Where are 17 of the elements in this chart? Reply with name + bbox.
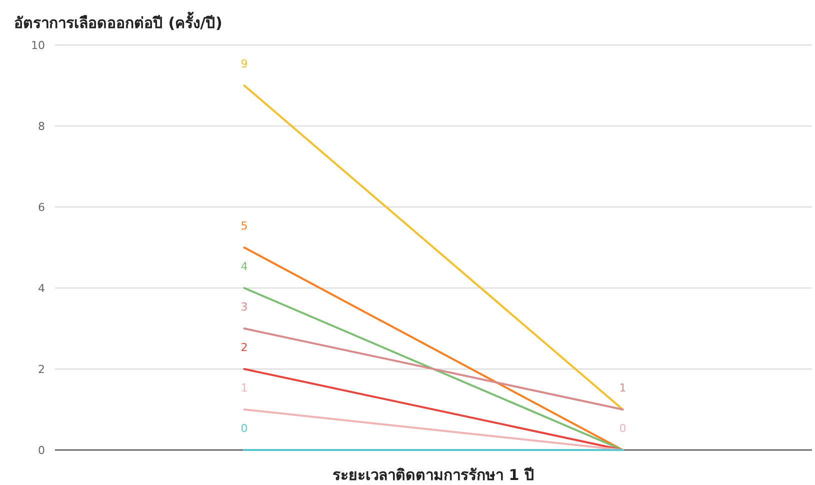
y-tick-label: 0 bbox=[38, 444, 45, 457]
y-tick-label: 4 bbox=[38, 282, 45, 295]
chart-title: อัตราการเลือดออกต่อปี (ครั้ง/ปี) bbox=[14, 11, 222, 32]
y-tick-label: 10 bbox=[31, 39, 45, 52]
y-tick-label: 8 bbox=[38, 120, 45, 133]
y-tick-label: 6 bbox=[38, 201, 45, 214]
data-label: 3 bbox=[240, 300, 248, 314]
data-label: 1 bbox=[619, 382, 626, 394]
data-label: 5 bbox=[240, 220, 248, 232]
data-label: 1 bbox=[240, 382, 248, 394]
data-label: 0 bbox=[619, 422, 626, 435]
data-label: 2 bbox=[240, 341, 248, 354]
x-axis-title: ระยะเวลาติดตามการรักษา 1 ปี bbox=[332, 466, 534, 484]
y-tick-label: 2 bbox=[38, 363, 45, 376]
data-label: 9 bbox=[240, 58, 248, 70]
data-label: 4 bbox=[240, 260, 248, 273]
data-label: 0 bbox=[240, 422, 248, 435]
